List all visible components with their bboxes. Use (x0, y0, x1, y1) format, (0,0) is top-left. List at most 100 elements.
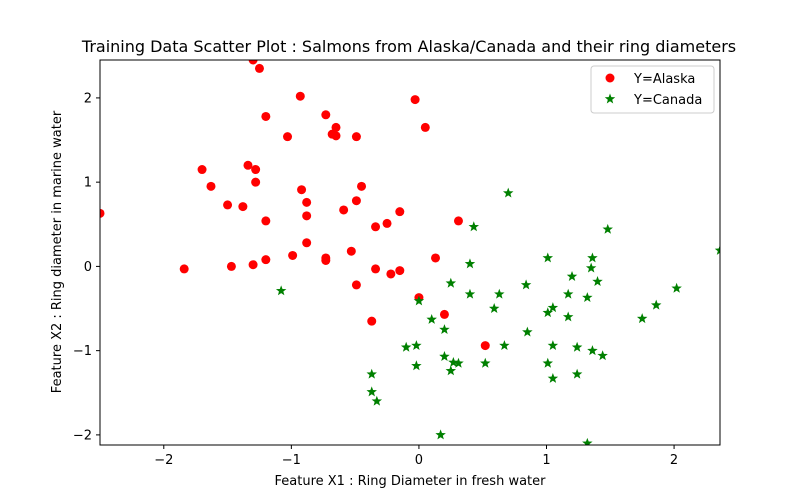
alaska-point (352, 196, 361, 205)
canada-point (671, 283, 681, 293)
y-tick-label: 2 (84, 91, 92, 106)
alaska-point (347, 247, 356, 256)
alaska-point (261, 216, 270, 225)
alaska-point (383, 219, 392, 228)
alaska-point (431, 253, 440, 262)
y-axis-label: Feature X2 : Ring diameter in marine wat… (50, 110, 65, 393)
alaska-point (261, 255, 270, 264)
data-points (96, 56, 726, 448)
plot-area-frame (100, 60, 720, 445)
canada-point (563, 311, 573, 321)
canada-point (426, 314, 436, 324)
canada-point (499, 340, 509, 350)
canada-point (567, 271, 577, 281)
canada-point (522, 327, 532, 337)
canada-point (563, 289, 573, 299)
chart-title: Training Data Scatter Plot : Salmons fro… (81, 37, 736, 56)
alaska-point (251, 178, 260, 187)
legend-label-canada: Y=Canada (633, 93, 702, 108)
x-tick-label: 2 (670, 453, 678, 468)
canada-point (582, 438, 592, 448)
alaska-point (302, 198, 311, 207)
canada-point (597, 350, 607, 360)
y-tick-label: 0 (84, 260, 92, 275)
canada-point (586, 263, 596, 273)
alaska-point (481, 341, 490, 350)
alaska-point (454, 216, 463, 225)
alaska-point (321, 256, 330, 265)
alaska-point (198, 165, 207, 174)
canada-point (548, 302, 558, 312)
alaska-point (297, 185, 306, 194)
alaska-point (243, 161, 252, 170)
alaska-point (371, 264, 380, 273)
canada-point (439, 324, 449, 334)
canada-point (503, 188, 513, 198)
canada-point (489, 303, 499, 313)
canada-point (411, 340, 421, 350)
canada-point (548, 340, 558, 350)
x-tick-label: 0 (415, 453, 423, 468)
canada-point (548, 373, 558, 383)
alaska-point (357, 182, 366, 191)
y-tick-label: 1 (84, 176, 92, 191)
alaska-point (440, 310, 449, 319)
alaska-point (288, 251, 297, 260)
canada-point (543, 358, 553, 368)
alaska-point (255, 64, 264, 73)
canada-point (582, 292, 592, 302)
alaska-point (321, 110, 330, 119)
legend-circle-marker (606, 74, 615, 83)
alaska-point (386, 269, 395, 278)
canada-point (480, 358, 490, 368)
canada-point (276, 285, 286, 295)
alaska-point (352, 132, 361, 141)
alaska-point (367, 317, 376, 326)
canada-point (453, 358, 463, 368)
alaska-point (339, 205, 348, 214)
alaska-point (411, 95, 420, 104)
canada-point (469, 221, 479, 231)
canada-point (446, 278, 456, 288)
canada-point (592, 276, 602, 286)
canada-point (572, 342, 582, 352)
canada-point (587, 345, 597, 355)
canada-point (367, 369, 377, 379)
canada-point (446, 365, 456, 375)
alaska-point (238, 202, 247, 211)
canada-point (543, 252, 553, 262)
alaska-point (261, 112, 270, 121)
alaska-point (296, 92, 305, 101)
canada-point (411, 360, 421, 370)
alaska-point (223, 200, 232, 209)
legend-marker-alaska (606, 74, 615, 83)
alaska-point (180, 264, 189, 273)
alaska-point (302, 211, 311, 220)
alaska-point (249, 260, 258, 269)
x-axis-ticks: −2 −1 0 1 2 (154, 445, 678, 468)
alaska-point (283, 132, 292, 141)
x-axis-label: Feature X1 : Ring Diameter in fresh wate… (275, 474, 547, 489)
alaska-point (251, 165, 260, 174)
x-tick-label: −1 (282, 453, 301, 468)
x-tick-label: 1 (542, 453, 550, 468)
canada-point (465, 258, 475, 268)
alaska-point (206, 182, 215, 191)
canada-point (572, 369, 582, 379)
canada-point (521, 279, 531, 289)
x-tick-label: −2 (154, 453, 173, 468)
legend-label-alaska: Y=Alaska (633, 72, 695, 87)
y-axis-ticks: −2 −1 0 1 2 (73, 91, 100, 443)
alaska-point (332, 131, 341, 140)
canada-point (367, 386, 377, 396)
alaska-point (421, 123, 430, 132)
alaska-point (395, 207, 404, 216)
canada-point (651, 300, 661, 310)
alaska-point (227, 262, 236, 271)
alaska-point (371, 222, 380, 231)
canada-point (439, 351, 449, 361)
canada-point (494, 289, 504, 299)
canada-point (372, 396, 382, 406)
alaska-point (302, 238, 311, 247)
